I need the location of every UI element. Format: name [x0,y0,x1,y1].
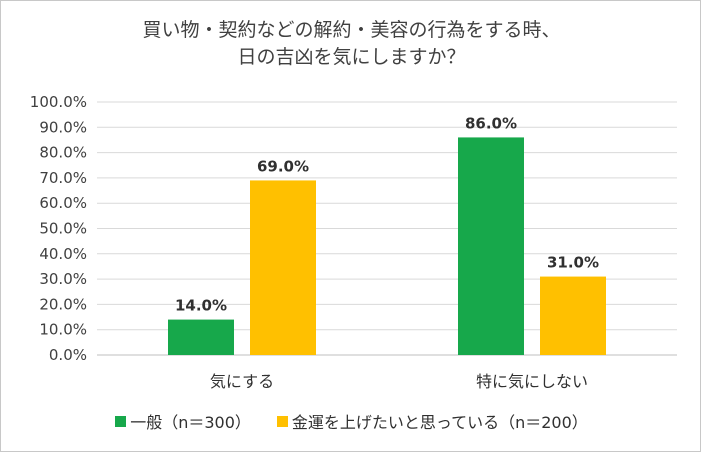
bar [250,180,316,355]
y-tick-label: 40.0% [39,245,87,263]
y-tick-label: 90.0% [39,118,87,136]
legend-item-general: 一般（n＝300） [115,409,251,433]
data-label: 14.0% [175,297,227,315]
bar [168,319,234,355]
legend-swatch-general [115,415,127,427]
x-category-label: 特に気にしない [476,372,588,391]
data-label: 31.0% [547,254,599,272]
chart-title-line-2: 日の吉凶を気にしますか？ [237,46,466,68]
legend-label-money-luck: 金運を上げたいと思っている（n＝200） [291,413,588,432]
y-tick-label: 80.0% [39,144,87,162]
y-tick-label: 10.0% [39,321,87,339]
y-tick-label: 60.0% [39,194,87,212]
y-tick-label: 50.0% [39,220,87,238]
y-tick-label: 30.0% [39,270,87,288]
chart-title-line-1: 買い物・契約などの解約・美容の行為をする時、 [142,19,561,41]
bar [458,137,524,355]
bar [540,276,606,355]
x-category-label: 気にする [210,372,274,391]
y-tick-label: 70.0% [39,169,87,187]
y-tick-label: 20.0% [39,295,87,313]
legend: 一般（n＝300） 金運を上げたいと思っている（n＝200） [1,409,701,433]
legend-swatch-money-luck [276,415,288,427]
y-tick-label: 0.0% [49,346,87,364]
legend-item-money-luck: 金運を上げたいと思っている（n＝200） [276,409,588,433]
data-label: 86.0% [465,114,517,132]
y-tick-label: 100.0% [30,93,87,111]
legend-label-general: 一般（n＝300） [130,413,251,432]
data-label: 69.0% [257,157,309,175]
